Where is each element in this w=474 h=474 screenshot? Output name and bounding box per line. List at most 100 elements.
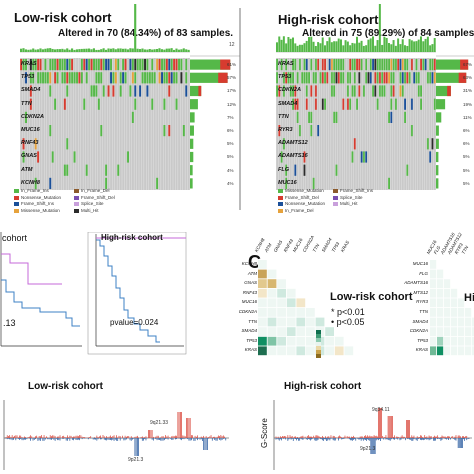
mutation-cell bbox=[160, 72, 163, 84]
heat-cell bbox=[286, 327, 296, 336]
mutation-cell bbox=[61, 59, 64, 71]
heat-cell-high bbox=[437, 288, 444, 298]
mutation-cell bbox=[298, 125, 301, 137]
mutation-cell bbox=[383, 59, 386, 71]
mutation-cell bbox=[301, 72, 304, 84]
tmb-bar bbox=[73, 49, 76, 52]
tmb-bar bbox=[335, 41, 338, 52]
mutation-cell bbox=[136, 59, 139, 71]
mutation-cell bbox=[173, 72, 176, 84]
mutation-cell bbox=[317, 125, 320, 137]
mutation-cell bbox=[394, 59, 397, 71]
high-risk-title: High-risk cohort bbox=[278, 12, 379, 27]
mutation-cell bbox=[296, 98, 299, 110]
heat-cell bbox=[258, 317, 267, 327]
tmb-bar bbox=[85, 48, 88, 52]
gene-pct: 6% bbox=[463, 141, 470, 147]
scale-step bbox=[316, 330, 321, 334]
tmb-bar bbox=[330, 42, 333, 52]
heat-cell bbox=[277, 279, 286, 288]
mutation-cell bbox=[378, 72, 381, 84]
mutation-cell bbox=[392, 72, 395, 84]
heat-cell-high bbox=[458, 346, 465, 356]
mutation-cell bbox=[330, 59, 333, 71]
mutation-cell bbox=[61, 72, 64, 84]
tmb-bar bbox=[365, 45, 368, 52]
heat-cell bbox=[296, 317, 306, 327]
mutation-cell bbox=[22, 59, 25, 71]
side-bar-trunc bbox=[198, 85, 202, 97]
mutation-cell bbox=[374, 85, 377, 97]
heat-cell bbox=[296, 346, 306, 356]
survival-right-pvalue: pvalue=0.024 bbox=[110, 318, 159, 327]
tmb-bar bbox=[326, 41, 329, 52]
mutation-cell bbox=[358, 59, 361, 71]
mutation-cell bbox=[131, 111, 134, 123]
mutation-cell bbox=[49, 59, 52, 71]
legend-label: Multi_Hit bbox=[340, 201, 358, 206]
tmb-bar bbox=[301, 44, 304, 52]
tmb-bar bbox=[32, 48, 35, 52]
heat-cell bbox=[334, 336, 344, 346]
tmb-bar bbox=[321, 37, 324, 52]
mutation-cell bbox=[95, 85, 98, 97]
tmb-bar bbox=[344, 40, 347, 52]
heat-cell bbox=[286, 308, 296, 317]
mutation-cell bbox=[308, 111, 310, 123]
mutation-cell bbox=[124, 72, 127, 84]
heat-cell-high bbox=[458, 317, 465, 327]
heat-cell bbox=[277, 327, 286, 336]
legend-label: Nonsense_Mutation bbox=[285, 201, 326, 206]
tmb-bar bbox=[100, 49, 103, 52]
tmb-bar bbox=[433, 38, 436, 52]
heat-cell-high bbox=[465, 336, 472, 346]
heat-high-row-label: MUC16 bbox=[412, 261, 428, 266]
panel-c-letter: C bbox=[248, 252, 261, 272]
mutation-cell bbox=[429, 151, 432, 163]
mutation-cell bbox=[180, 59, 183, 71]
gene-pct: 57% bbox=[227, 75, 237, 81]
mutation-cell bbox=[358, 72, 361, 84]
heat-cell bbox=[258, 298, 267, 308]
heat-high-row-label: RYR3 bbox=[416, 299, 428, 305]
mutation-cell bbox=[314, 72, 317, 84]
mutation-cell bbox=[168, 125, 171, 137]
heat-cell bbox=[277, 336, 286, 346]
mutation-cell bbox=[342, 59, 345, 71]
mutation-cell bbox=[305, 59, 308, 71]
mutation-cell bbox=[314, 98, 317, 110]
mutation-cell bbox=[185, 72, 188, 84]
tmb-bar bbox=[356, 36, 358, 52]
heat-cell bbox=[267, 327, 277, 336]
mutation-cell bbox=[88, 59, 91, 71]
mutation-cell bbox=[314, 59, 317, 71]
survival-left-pvalue: .13 bbox=[3, 318, 16, 328]
mutation-cell bbox=[349, 59, 352, 71]
mutation-cell bbox=[422, 59, 425, 71]
mutation-cell bbox=[420, 59, 422, 71]
mutation-cell bbox=[114, 59, 117, 71]
mutation-cell bbox=[78, 72, 81, 84]
tmb-bar bbox=[78, 49, 81, 52]
tmb-bar bbox=[139, 49, 142, 52]
tmb-bar bbox=[278, 36, 281, 52]
mutation-cell bbox=[168, 72, 171, 84]
mutation-cell bbox=[148, 72, 151, 84]
side-bar bbox=[190, 85, 202, 97]
mutation-cell bbox=[404, 111, 406, 123]
gene-label: KCNH8 bbox=[21, 179, 40, 186]
gistic-peak-label: 9p21.3 bbox=[128, 457, 144, 463]
heat-cell bbox=[296, 327, 306, 336]
tmb-bar bbox=[413, 41, 416, 52]
tmb-bar bbox=[95, 49, 98, 52]
mutation-cell bbox=[392, 85, 395, 97]
gistic-peak-label: 9p21.3 bbox=[360, 446, 376, 452]
mutation-cell bbox=[330, 72, 333, 84]
heat-cell-high bbox=[437, 269, 444, 279]
mutation-cell bbox=[129, 59, 132, 71]
heat-cell-high bbox=[451, 298, 458, 308]
tmb-bar bbox=[41, 49, 44, 52]
tmb-bar bbox=[397, 38, 400, 52]
side-bar-trunc bbox=[447, 85, 451, 97]
heat-cell-high bbox=[458, 327, 465, 336]
